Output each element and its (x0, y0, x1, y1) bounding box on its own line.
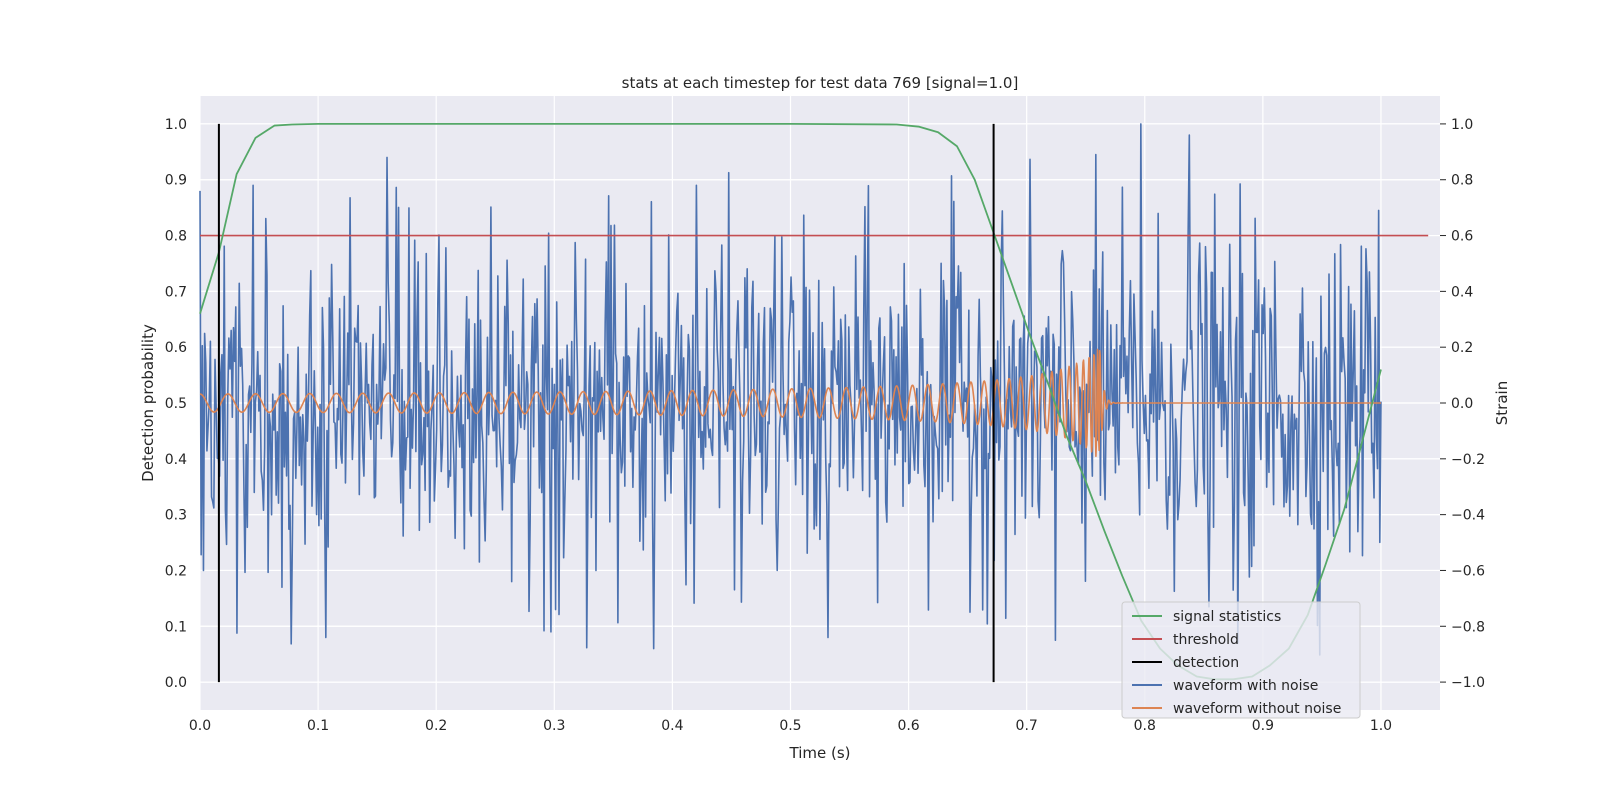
y-left-tick-label: 0.3 (165, 508, 187, 524)
y-right-tick-label: 0.6 (1451, 229, 1473, 245)
legend-label: signal statistics (1173, 609, 1281, 625)
legend-label: threshold (1173, 632, 1239, 648)
x-tick-label: 0.3 (543, 718, 565, 734)
y-right-tick-label: −0.4 (1451, 508, 1485, 524)
x-axis-label: Time (s) (789, 744, 851, 762)
legend: signal statistics threshold detection wavef… (1121, 601, 1361, 719)
legend-box (1121, 601, 1361, 719)
x-tick-label: 0.1 (307, 718, 329, 734)
legend-items: signal statistics threshold detection wavef… (1132, 609, 1341, 717)
y-left-tick-label: 0.2 (165, 563, 187, 579)
y-right-tick-label: 0.4 (1451, 284, 1473, 300)
y-right-tick-label: 0.8 (1451, 173, 1473, 189)
y-left-tick-label: 0.0 (165, 675, 187, 691)
legend-label: detection (1173, 655, 1239, 671)
tick-labels: 0.0 0.1 0.2 0.3 0.4 0.5 0.6 0.7 0.8 0.9 1.0 0.0 0.1 0… (165, 117, 1485, 734)
y-left-tick-label: 0.7 (165, 284, 187, 300)
x-tick-label: 0.0 (189, 718, 211, 734)
y-right-tick-label: −1.0 (1451, 675, 1485, 691)
y-axis-label-left: Detection probability (139, 324, 157, 482)
y-left-tick-label: 0.4 (165, 452, 187, 468)
y-left-tick-label: 0.5 (165, 396, 187, 412)
y-right-tick-label: −0.6 (1451, 563, 1485, 579)
x-tick-label: 0.4 (661, 718, 683, 734)
y-right-tick-label: −0.8 (1451, 619, 1485, 635)
y-right-tick-label: 0.0 (1451, 396, 1473, 412)
y-left-tick-label: 0.6 (165, 340, 187, 356)
y-axis-label-right: Strain (1493, 381, 1511, 425)
legend-label: waveform with noise (1173, 678, 1318, 694)
x-tick-label: 0.2 (425, 718, 447, 734)
x-tick-label: 0.8 (1134, 718, 1156, 734)
x-tick-label: 0.6 (897, 718, 919, 734)
y-right-tick-label: 0.2 (1451, 340, 1473, 356)
y-left-tick-label: 1.0 (165, 117, 187, 133)
waveform-without-noise-line (199, 348, 1382, 457)
x-tick-label: 0.5 (779, 718, 801, 734)
y-left-tick-label: 0.9 (165, 173, 187, 189)
x-tick-label: 0.7 (1016, 718, 1038, 734)
y-left-tick-label: 0.1 (165, 619, 187, 635)
legend-label: waveform without noise (1173, 701, 1341, 717)
x-tick-label: 0.9 (1252, 718, 1274, 734)
chart-title: stats at each timestep for test data 769… (622, 74, 1019, 92)
y-left-tick-label: 0.8 (165, 229, 187, 245)
waveform-with-noise-line (199, 123, 1382, 656)
y-right-tick-label: −0.2 (1451, 452, 1485, 468)
y-right-tick-label: 1.0 (1451, 117, 1473, 133)
x-tick-label: 1.0 (1370, 718, 1392, 734)
